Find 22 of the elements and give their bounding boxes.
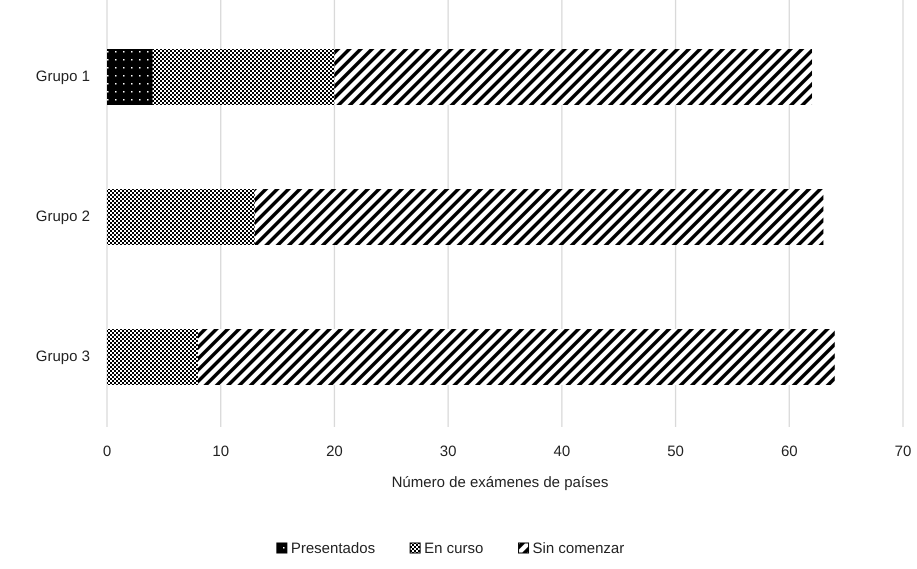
bar: [107, 49, 152, 105]
y-tick-label: Grupo 1: [36, 68, 90, 85]
bar: [254, 189, 824, 245]
legend-label: Presentados: [290, 540, 376, 557]
bar: [198, 329, 835, 385]
x-tick-label: 70: [894, 442, 912, 460]
x-tick-label: 50: [667, 442, 684, 460]
y-tick-label: Grupo 2: [36, 208, 90, 225]
bar: [107, 329, 198, 385]
x-tick-label: 0: [102, 442, 112, 460]
bar: [334, 49, 812, 105]
bar: [107, 189, 255, 245]
bar: [152, 49, 334, 105]
legend-label: En curso: [424, 540, 484, 557]
x-tick-label: 40: [554, 442, 570, 460]
x-tick-label: 30: [440, 442, 456, 460]
x-tick-label: 60: [780, 442, 798, 460]
x-tick-label: 10: [212, 442, 230, 460]
y-tick-label: Grupo 3: [36, 348, 90, 365]
x-axis-title: Número de exámenes de países: [392, 474, 608, 491]
x-tick-label: 20: [326, 442, 343, 460]
legend-label: Sin comenzar: [532, 540, 624, 557]
